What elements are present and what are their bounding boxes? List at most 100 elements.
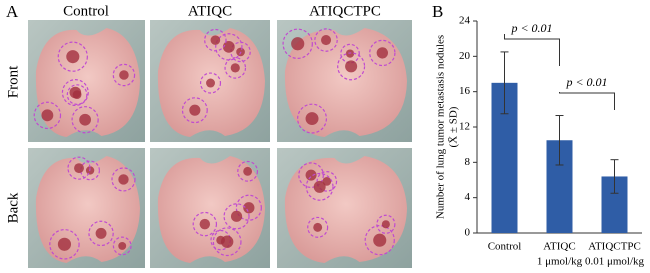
nodule-marker bbox=[112, 236, 132, 256]
nodule bbox=[243, 202, 255, 214]
error-bar bbox=[500, 51, 509, 115]
nodule bbox=[291, 37, 305, 51]
nodule bbox=[210, 35, 221, 45]
photo-grid bbox=[28, 20, 412, 268]
nodule-marker bbox=[340, 43, 360, 64]
nodule-marker bbox=[88, 220, 114, 247]
nodule bbox=[321, 35, 332, 46]
annotation: p < 0.01 bbox=[510, 21, 552, 35]
y-tick-label: 16 bbox=[459, 85, 471, 97]
nodule bbox=[74, 163, 84, 174]
nodule bbox=[376, 47, 388, 59]
nodule-marker bbox=[199, 72, 222, 94]
column-label: ATIQCTPC bbox=[309, 3, 381, 19]
y-tick-label: 20 bbox=[459, 50, 471, 62]
nodule-marker bbox=[364, 225, 395, 256]
nodule bbox=[381, 220, 390, 229]
nodule bbox=[243, 166, 253, 176]
nodule-marker bbox=[57, 41, 88, 72]
significance-bracket bbox=[559, 92, 615, 110]
nodule bbox=[373, 233, 387, 247]
x-tick-label: 1 μmol/kg bbox=[537, 256, 583, 268]
nodule bbox=[189, 104, 201, 116]
row-label: Back bbox=[5, 192, 21, 223]
nodule bbox=[118, 241, 127, 250]
nodule-marker bbox=[223, 203, 250, 230]
x-tick-label: Control bbox=[488, 241, 522, 253]
bar-chart: 0 4 8 12 16 20 24 Number of lung tumor metastas… bbox=[435, 15, 645, 268]
nodule-marker bbox=[298, 162, 324, 188]
x-tick-label: 0.01 μmol/kg bbox=[585, 256, 645, 268]
lung bbox=[157, 156, 265, 263]
nodule-marker bbox=[204, 28, 227, 52]
x-tick-label: ATIQCTPC bbox=[588, 241, 641, 253]
nodule-marker bbox=[80, 160, 100, 181]
nodule-marker bbox=[215, 33, 243, 61]
nodule bbox=[313, 222, 323, 232]
nodule-marker bbox=[224, 57, 247, 79]
nodule bbox=[69, 86, 82, 99]
nodule-marker bbox=[33, 101, 62, 130]
error-bar bbox=[610, 159, 619, 194]
nodule bbox=[41, 109, 54, 122]
nodule-marker bbox=[112, 63, 136, 87]
nodule bbox=[305, 112, 319, 126]
nodule-marker bbox=[111, 167, 136, 192]
y-tick-label: 12 bbox=[459, 121, 470, 133]
y-axis-label: Number of lung tumor metastasis nodules bbox=[435, 35, 447, 219]
panel-label: A bbox=[6, 2, 19, 21]
nodule-marker bbox=[181, 97, 208, 124]
nodule bbox=[57, 237, 72, 251]
nodule-marker bbox=[49, 229, 80, 260]
y-tick-label: 0 bbox=[465, 227, 471, 239]
nodule bbox=[220, 235, 234, 248]
lung bbox=[35, 156, 140, 263]
x-tick-label: ATIQC bbox=[543, 241, 575, 253]
nodule-marker bbox=[192, 211, 218, 237]
nodule bbox=[79, 113, 91, 126]
y-tick-label: 24 bbox=[459, 15, 471, 27]
nodule bbox=[230, 210, 243, 222]
nodule-marker bbox=[282, 28, 313, 59]
nodule-marker bbox=[314, 28, 338, 52]
y-axis-label: (X̄ ± SD) bbox=[448, 106, 460, 147]
nodule-marker bbox=[237, 160, 259, 182]
row-label: Front bbox=[5, 65, 21, 98]
nodule bbox=[206, 78, 215, 88]
lung bbox=[284, 28, 407, 137]
y-tick-label: 8 bbox=[465, 156, 471, 168]
y-tick-label: 4 bbox=[465, 191, 471, 203]
nodule bbox=[345, 60, 358, 73]
lung bbox=[35, 28, 140, 137]
nodule-marker bbox=[376, 214, 396, 234]
column-label: Control bbox=[63, 3, 109, 19]
nodule-marker bbox=[212, 227, 242, 257]
nodule bbox=[305, 169, 317, 181]
nodule-marker bbox=[316, 171, 338, 192]
nodule-marker bbox=[337, 52, 366, 81]
nodule bbox=[222, 40, 235, 53]
annotation: p < 0.01 bbox=[565, 75, 607, 89]
lung bbox=[284, 156, 407, 263]
nodule-marker bbox=[307, 216, 329, 238]
nodule bbox=[230, 63, 240, 73]
nodule-marker bbox=[235, 194, 262, 221]
column-label: ATIQC bbox=[188, 3, 232, 19]
error-bar bbox=[555, 115, 564, 166]
nodule bbox=[119, 70, 129, 80]
nodule bbox=[345, 49, 355, 58]
nodule bbox=[66, 50, 80, 64]
panel-label: B bbox=[432, 2, 443, 21]
nodule-marker bbox=[61, 79, 89, 107]
nodule-marker bbox=[67, 156, 91, 180]
nodule bbox=[118, 174, 129, 185]
nodule bbox=[313, 180, 326, 193]
nodule bbox=[199, 218, 211, 230]
nodule-marker bbox=[66, 84, 88, 105]
nodule-marker bbox=[369, 39, 396, 67]
nodule bbox=[95, 227, 107, 239]
significance-bracket bbox=[504, 34, 560, 66]
nodule-marker bbox=[305, 172, 334, 201]
nodule-marker bbox=[71, 106, 99, 134]
nodule-marker bbox=[297, 103, 328, 134]
